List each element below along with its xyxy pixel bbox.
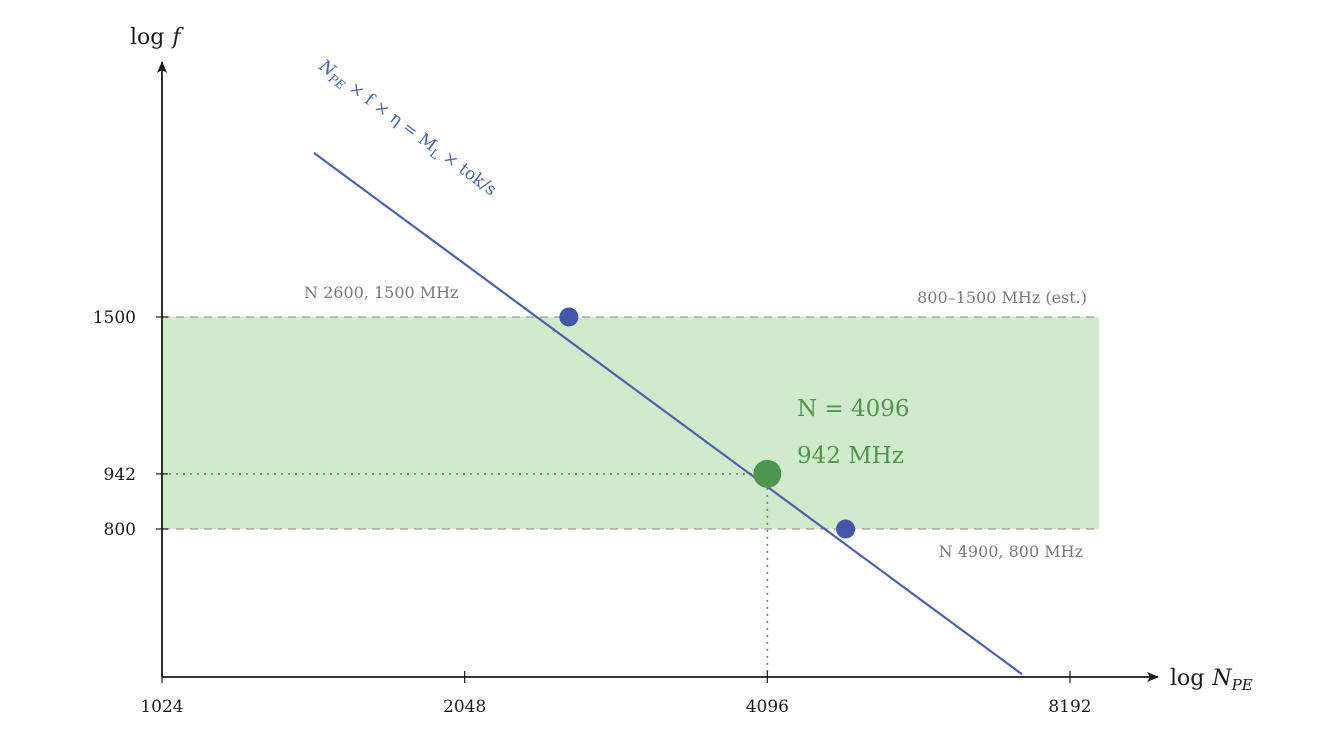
y-axis-title-var: f: [170, 25, 184, 50]
line-equation-end: × tok/s: [435, 144, 501, 200]
x-tick-label: 2048: [443, 697, 486, 717]
highlight-n-label: N = 4096: [797, 396, 910, 422]
x-tick-label: 8192: [1048, 697, 1091, 717]
x-axis-title: log NPE: [1170, 666, 1253, 694]
y-axis-title-main: log: [130, 25, 164, 50]
y-tick-label: 800: [104, 520, 136, 540]
frequency-band: [162, 317, 1099, 529]
y-axis-title: log f: [130, 25, 184, 50]
x-axis-title-sub: PE: [1231, 676, 1253, 694]
band-label: 800–1500 MHz (est.): [917, 288, 1087, 307]
data-point-0: [559, 307, 579, 327]
y-tick-labels: 800 942 1500: [93, 308, 136, 540]
point-top-label: N 2600, 1500 MHz: [304, 283, 459, 302]
series-line: [313, 152, 1023, 676]
line-equation-mid: × f × η = M: [341, 75, 441, 156]
x-tick-labels: 1024 2048 4096 8192: [140, 697, 1091, 717]
x-axis-title-var: N: [1211, 666, 1232, 691]
x-axis-title-main: log: [1170, 666, 1204, 691]
point-bottom-label: N 4900, 800 MHz: [939, 542, 1083, 561]
y-tick-label: 942: [104, 465, 136, 485]
line-equation: NPE × f × η = ML × tok/s: [313, 55, 500, 202]
data-point-2: [836, 519, 856, 539]
highlight-f-label: 942 MHz: [797, 443, 904, 469]
y-tick-label: 1500: [93, 308, 136, 328]
x-tick-marks: [161, 671, 1071, 683]
highlight-point: [753, 459, 782, 488]
x-tick-label: 1024: [140, 697, 183, 717]
data-points: [559, 307, 856, 539]
x-tick-label: 4096: [746, 697, 789, 717]
y-tick-marks: [156, 316, 168, 530]
